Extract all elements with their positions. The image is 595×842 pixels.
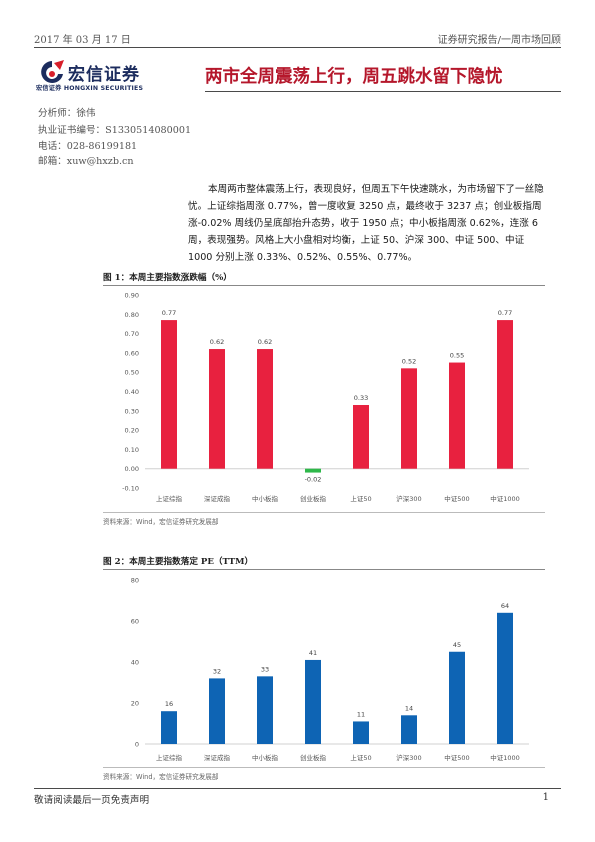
figure1-title: 图 1：本周主要指数涨跌幅（%） — [103, 273, 232, 283]
chart1-data-label: -0.02 — [305, 476, 322, 484]
chart1-ytick-label: 0.80 — [125, 311, 139, 319]
chart1-ytick-label: 0.90 — [125, 292, 139, 300]
chart2-data-label: 33 — [261, 665, 269, 673]
chart2-data-label: 64 — [501, 602, 509, 610]
figure2-title: 图 2：本周主要指数落定 PE（TTM） — [103, 557, 254, 567]
chart2-bar — [449, 651, 465, 744]
chart1-ytick-label: 0.00 — [125, 465, 139, 473]
chart2-category-label: 中小板指 — [252, 753, 279, 762]
company-name: 宏信证券 — [68, 65, 140, 85]
chart1-category-label: 中小板指 — [252, 494, 279, 503]
chart1-bar — [497, 320, 513, 469]
chart2-data-label: 16 — [165, 700, 173, 708]
chart2-data-label: 32 — [213, 667, 221, 675]
chart1-bar — [161, 320, 177, 469]
chart1-bar — [449, 362, 465, 469]
chart1-category-label: 创业板指 — [300, 494, 327, 503]
chart2-data-label: 11 — [357, 710, 365, 718]
chart2-ytick-label: 60 — [131, 618, 139, 626]
company-name-english: HONGXIN SECURITIES — [63, 85, 144, 92]
chart1-bar — [257, 349, 273, 469]
chart1-ytick-label: 0.20 — [125, 427, 139, 435]
chart1-ytick-label: -0.10 — [122, 485, 139, 493]
chart1-category-label: 中证500 — [444, 494, 469, 503]
disclaimer-notice: 敬请阅读最后一页免责声明 — [34, 795, 150, 806]
chart2-category-label: 深证成指 — [204, 753, 231, 762]
chart1-category-label: 中证1000 — [490, 494, 520, 503]
company-name-small: 宏信证券 — [36, 85, 62, 92]
summary-text: 本周两市整体震荡上行，表现良好，但周五下午快速跳水，为市场留下了一丝隐忧。上证综… — [188, 184, 544, 263]
analyst-phone: 电话：028-86199181 — [38, 141, 138, 152]
chart2-category-label: 上证综指 — [156, 753, 183, 762]
chart1-category-label: 上证综指 — [156, 494, 183, 503]
header-divider — [34, 47, 561, 48]
chart2-category-label: 中证1000 — [490, 753, 520, 762]
figure2-source: 资料来源：Wind，宏信证券研究发展部 — [103, 773, 219, 781]
chart2-bar — [161, 711, 177, 744]
chart2-category-label: 上证50 — [350, 753, 371, 762]
chart1-ytick-label: 0.30 — [125, 407, 139, 415]
chart2-bar — [305, 659, 321, 744]
chart2-category-label: 中证500 — [444, 753, 469, 762]
chart1-data-label: 0.33 — [354, 394, 368, 402]
chart1-ytick-label: 0.10 — [125, 446, 139, 454]
chart2-bar — [497, 612, 513, 744]
chart2-ytick-label: 40 — [131, 659, 139, 667]
chart1-category-label: 深证成指 — [204, 494, 231, 503]
report-date: 2017 年 03 月 17 日 — [34, 35, 131, 46]
chart2-data-label: 14 — [405, 704, 413, 712]
chart1-ytick-label: 0.70 — [125, 330, 139, 338]
chart2-bar — [209, 678, 225, 744]
chart1-data-label: 0.77 — [498, 309, 512, 317]
figure1-source: 资料来源：Wind，宏信证券研究发展部 — [103, 518, 219, 526]
chart1-ytick-label: 0.40 — [125, 388, 139, 396]
analyst-email: 邮箱：xuw@hxzb.cn — [38, 156, 134, 167]
chart2-bar — [257, 676, 273, 744]
chart2-bar — [401, 715, 417, 744]
company-name-en: 宏信证券 HONGXIN SECURITIES — [36, 83, 143, 92]
title-divider — [205, 91, 561, 92]
report-title: 两市全周震荡上行，周五跳水留下隐忧 — [205, 67, 503, 87]
figure2-top-rule — [103, 569, 545, 570]
chart1-data-label: 0.62 — [210, 338, 224, 346]
figure1-top-rule — [103, 285, 545, 286]
chart1-bar — [353, 405, 369, 469]
analyst-license: 执业证书编号：S1330514080001 — [38, 125, 192, 136]
chart1-category-label: 上证50 — [350, 494, 371, 503]
chart1-data-label: 0.77 — [162, 309, 176, 317]
figure1-chart: 0.90 0.80 0.70 0.60 0.50 0.40 0.30 0.20 0.10 0.00… — [122, 292, 529, 503]
page-number: 1 — [542, 792, 549, 803]
summary-paragraph: 本周两市整体震荡上行，表现良好，但周五下午快速跳水，为市场留下了一丝隐忧。上证综… — [188, 181, 544, 266]
report-type: 证券研究报告/一周市场回顾 — [437, 35, 561, 46]
footer-divider — [34, 788, 561, 789]
chart2-data-label: 45 — [453, 641, 461, 649]
chart2-category-label: 创业板指 — [300, 753, 327, 762]
chart1-bar — [305, 468, 321, 473]
hongxin-logo-icon — [41, 60, 64, 83]
figure1-bottom-rule — [103, 512, 545, 513]
chart1-ytick-label: 0.60 — [125, 349, 139, 357]
chart1-bar — [209, 349, 225, 469]
analyst-name: 分析师：徐伟 — [38, 108, 96, 119]
chart2-bar — [353, 721, 369, 744]
chart1-category-label: 沪深300 — [396, 494, 421, 503]
chart1-data-label: 0.62 — [258, 338, 272, 346]
figure2-bottom-rule — [103, 767, 545, 768]
figure2-chart: 80 60 40 20 0 16 上证综指 32 深证成指 33 中小板指 41 创业板指 11 上证50 1… — [131, 577, 529, 762]
chart2-data-label: 41 — [309, 649, 317, 657]
chart1-ytick-label: 0.50 — [125, 369, 139, 377]
chart1-data-label: 0.52 — [402, 357, 416, 365]
chart2-ytick-label: 80 — [131, 577, 139, 585]
chart2-ytick-label: 20 — [131, 700, 139, 708]
chart2-ytick-label: 0 — [135, 741, 139, 749]
chart1-data-label: 0.55 — [450, 352, 464, 360]
chart1-bar — [401, 368, 417, 469]
chart2-category-label: 沪深300 — [396, 753, 421, 762]
